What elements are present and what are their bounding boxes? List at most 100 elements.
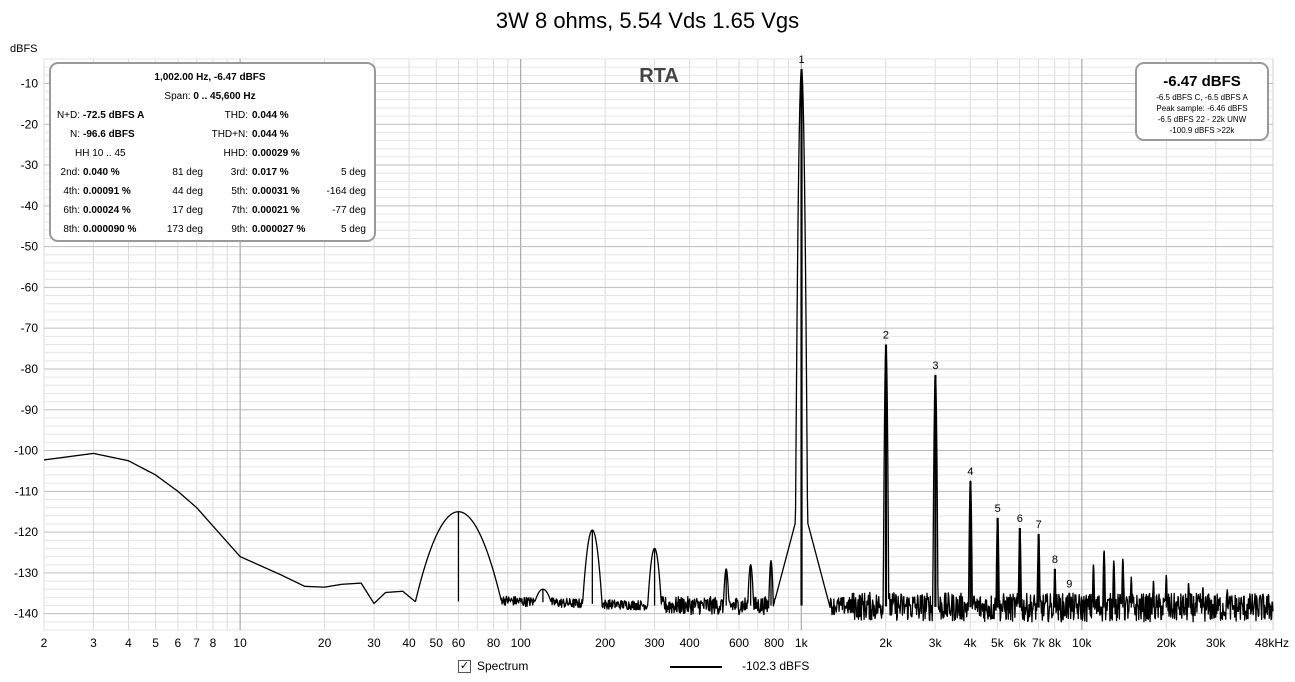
harmonic-number-label: 3 [932,360,938,372]
harmonic-value: 0.040 % [83,167,120,178]
major-grid [44,59,1273,630]
harmonic-number-label: 8 [1052,554,1058,566]
x-tick-label: 7k [1032,636,1046,650]
thd-value: 0.044 % [252,110,289,121]
thdn-value: 0.044 % [252,129,289,140]
harmonic-label: 8th: [63,224,80,235]
x-tick-label: 200 [595,636,615,650]
y-tick-label: -10 [21,76,39,90]
harmonic-row: 2nd: 0.040 % 81 deg 3rd: 0.017 % 5 deg [61,167,366,178]
harmonic-label: 5th: [231,186,248,197]
level-main-value: -6.47 dBFS [1163,73,1241,90]
x-tick-label: 7 [193,636,200,650]
x-tick-label: 48kHz [1255,636,1289,650]
info-frequency-level: 1,002.00 Hz, -6.47 dBFS [154,72,265,83]
y-tick-label: -50 [21,240,39,254]
harmonic-row: 4th: 0.00091 % 44 deg 5th: 0.00031 % -16… [63,186,366,197]
level-detail-line: -100.9 dBFS >22k [1170,126,1236,135]
harmonic-phase: -77 deg [332,205,366,216]
x-tick-label: 80 [487,636,501,650]
harmonic-number-label: 2 [883,330,889,342]
level-detail-line: Peak sample: -6.46 dBFS [1156,104,1247,113]
y-tick-label: -130 [14,566,38,580]
harmonic-value: 0.000090 % [83,224,136,235]
harmonic-phase: 173 deg [167,224,203,235]
spectrum-trace [43,68,1274,623]
nd-label: N+D: [57,110,80,121]
x-tick-label: 2 [41,636,48,650]
harmonic-phase: 5 deg [341,224,366,235]
measurement-info-box[interactable]: 1,002.00 Hz, -6.47 dBFS Span: 0 .. 45,60… [49,62,376,242]
harmonic-phase: -164 deg [327,186,366,197]
n-value: -96.6 dBFS [83,129,135,140]
harmonic-value: 0.00031 % [252,186,300,197]
y-axis-tick-labels: -10 -20 -30 -40 -50 -60 -70 -80 -90 -100 -110 -120 -… [14,76,38,620]
level-detail-line: -6.5 dBFS C, -6.5 dBFS A [1156,93,1248,102]
x-tick-label: 3k [929,636,943,650]
hh-label: HH 10 .. 45 [75,148,126,159]
harmonic-value: 0.000027 % [252,224,305,235]
x-tick-label: 300 [645,636,665,650]
level-detail-line: -6.5 dBFS 22 - 22k UNW [1158,115,1247,124]
harmonic-value: 0.017 % [252,167,289,178]
harmonic-number-label: 7 [1036,519,1042,531]
x-tick-label: 800 [764,636,784,650]
nd-value: -72.5 dBFS A [83,110,144,121]
x-tick-label: 8 [210,636,217,650]
x-tick-label: 30 [367,636,381,650]
x-tick-label: 10 [233,636,247,650]
thd-label: THD: [225,110,248,121]
harmonic-labels: 1 2 3 4 5 6 7 89 [798,54,1072,590]
harmonic-phase: 17 deg [172,205,203,216]
level-info-box[interactable]: -6.47 dBFS -6.5 dBFS C, -6.5 dBFS A Peak… [1135,62,1269,141]
harmonic-label: 4th: [63,186,80,197]
x-tick-label: 20 [318,636,332,650]
x-tick-label: 40 [402,636,416,650]
x-tick-label: 5 [152,636,159,650]
x-tick-label: 6 [175,636,182,650]
x-tick-label: 4k [964,636,978,650]
info-box-frame [49,62,376,242]
thdn-label: THD+N: [212,129,248,140]
y-axis-label: dBFS [10,43,38,55]
chart-title: 3W 8 ohms, 5.54 Vds 1.65 Vgs [495,8,800,33]
x-tick-label: 20k [1157,636,1177,650]
x-tick-label: 1k [795,636,809,650]
x-tick-label: 600 [729,636,749,650]
x-tick-label: 5k [991,636,1005,650]
harmonic-label: 6th: [63,205,80,216]
x-axis-tick-labels: 2 3 4 5 6 7 8 10 20 30 40 50 60 80 100 200 300 400 600 800 1… [41,636,1289,650]
spectrum-traces [43,68,1274,623]
legend-series-label: Spectrum [477,659,529,673]
x-tick-label: 2k [879,636,893,650]
harmonic-number-label: 1 [798,54,804,66]
harmonic-label: 7th: [231,205,248,216]
rta-label: RTA [639,65,679,87]
harmonic-value: 0.00021 % [252,205,300,216]
x-tick-label: 50 [430,636,444,650]
harmonic-number-label: 6 [1017,513,1023,525]
y-tick-label: -140 [14,607,38,621]
y-tick-label: -40 [21,199,39,213]
y-tick-label: -30 [21,158,39,172]
harmonic-row: 8th: 0.000090 % 173 deg 9th: 0.000027 % … [63,224,366,235]
x-tick-label: 10k [1072,636,1092,650]
legend-cursor-value: -102.3 dBFS [742,659,810,673]
x-tick-label: 100 [511,636,531,650]
x-tick-label: 4 [125,636,132,650]
x-tick-label: 6k [1013,636,1027,650]
y-tick-label: -70 [21,321,39,335]
y-tick-label: -80 [21,362,39,376]
harmonic-value: 0.00024 % [83,205,131,216]
info-span: Span: 0 .. 45,600 Hz [164,91,255,102]
spectrum-checkbox[interactable]: ✓ [458,660,471,673]
hhd-value: 0.00029 % [252,148,300,159]
harmonic-label: 9th: [231,224,248,235]
harmonic-phase: 81 deg [172,167,203,178]
harmonic-number-label: 9 [1066,578,1072,590]
harmonic-label: 3rd: [231,167,248,178]
x-tick-label: 30k [1206,636,1226,650]
y-tick-label: -20 [21,117,39,131]
x-tick-label: 8k [1048,636,1062,650]
